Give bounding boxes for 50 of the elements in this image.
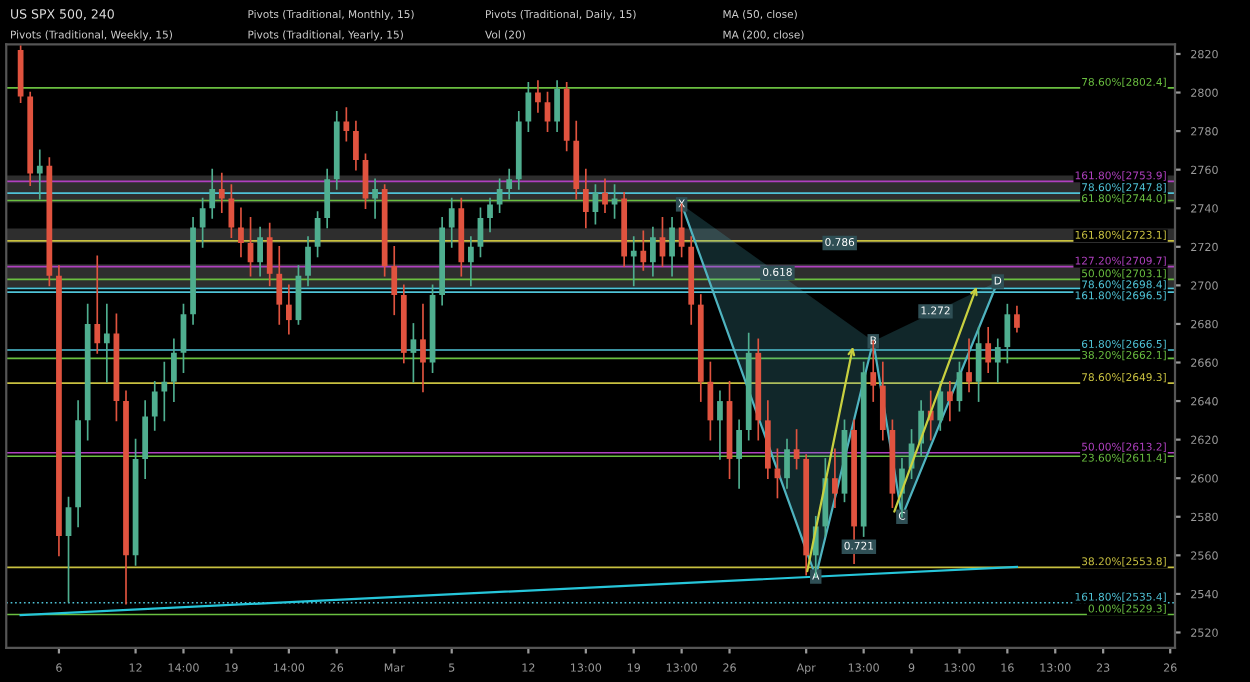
candlestick xyxy=(535,80,541,113)
candlestick xyxy=(343,107,350,142)
candlestick xyxy=(947,380,953,422)
candlestick xyxy=(937,380,944,431)
candlestick xyxy=(151,380,158,431)
candlestick xyxy=(736,419,742,489)
candlestick xyxy=(448,197,455,248)
candlestick xyxy=(468,236,474,287)
candlestick xyxy=(985,326,992,373)
candlestick xyxy=(784,438,790,489)
candlestick xyxy=(487,197,493,233)
candlestick xyxy=(218,172,225,213)
candlestick xyxy=(707,361,714,441)
candlestick xyxy=(717,390,723,460)
candlestick xyxy=(832,448,838,508)
candlestick xyxy=(994,338,1001,383)
candlestick xyxy=(669,217,675,277)
candlestick xyxy=(276,245,283,325)
candlestick xyxy=(391,245,398,316)
candlestick xyxy=(650,226,656,277)
candlestick xyxy=(257,226,263,277)
candlestick xyxy=(324,168,331,229)
candlestick xyxy=(372,178,378,219)
candlestick xyxy=(266,222,273,287)
candlestick xyxy=(1004,303,1011,364)
candlestick xyxy=(554,80,560,132)
candlestick xyxy=(640,230,647,271)
candlestick xyxy=(506,168,513,200)
candlestick xyxy=(36,149,43,200)
candlestick xyxy=(1014,305,1020,333)
candlestick xyxy=(199,197,206,248)
candlestick xyxy=(410,323,417,383)
candlestick xyxy=(966,338,972,393)
candlestick xyxy=(171,338,177,402)
candlestick xyxy=(238,207,244,258)
candlestick xyxy=(161,361,168,422)
candlestick xyxy=(285,284,292,335)
candlestick xyxy=(525,82,532,132)
candlestick xyxy=(582,168,589,229)
candlestick xyxy=(305,236,311,287)
candlestick xyxy=(353,120,359,171)
candlestick xyxy=(602,178,608,213)
candlestick xyxy=(420,303,426,393)
candlestick xyxy=(142,400,149,480)
candlestick xyxy=(94,255,101,354)
candlestick xyxy=(103,303,110,383)
candlestick xyxy=(879,361,886,441)
candlestick xyxy=(793,429,800,470)
candlestick xyxy=(209,168,216,219)
candlestick xyxy=(630,236,637,287)
